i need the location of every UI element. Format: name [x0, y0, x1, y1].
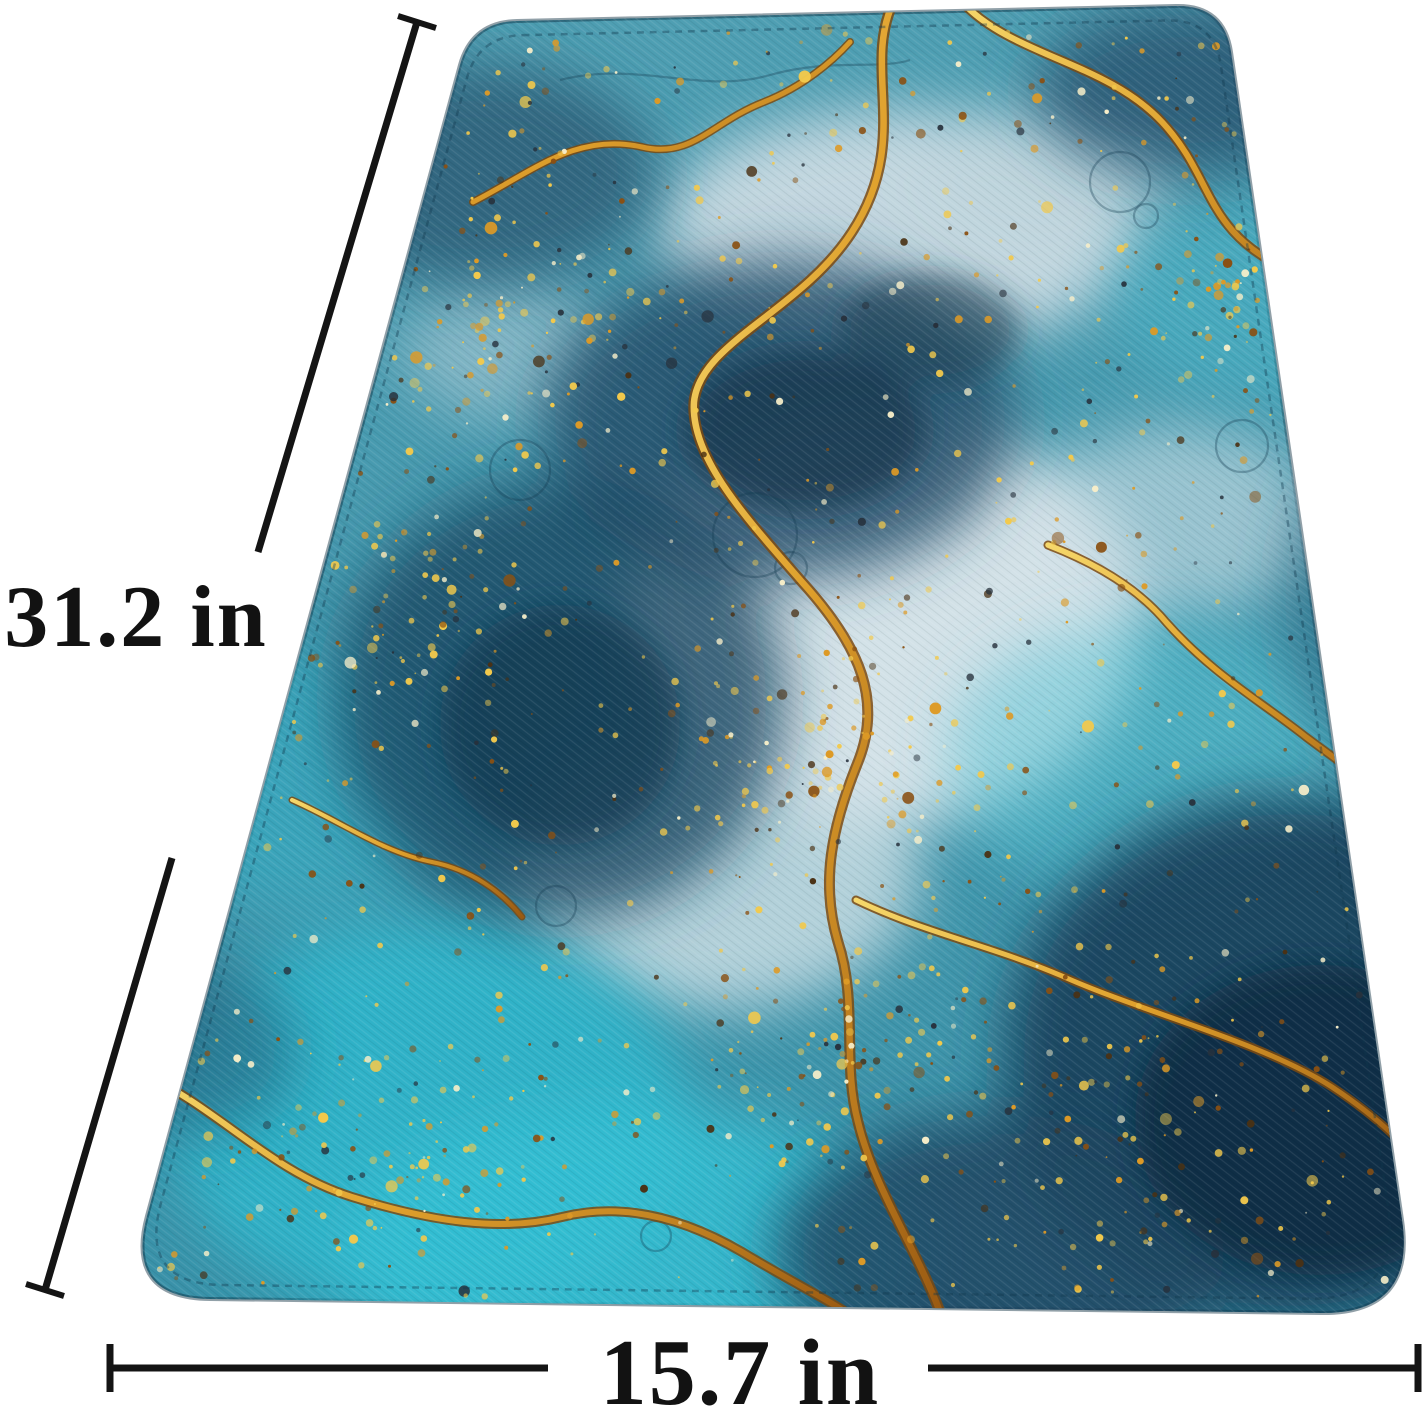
height-dimension-line — [25, 13, 437, 1299]
height-dimension-label: 31.2 in — [4, 569, 268, 666]
mat-marble-pattern — [142, 5, 1404, 1314]
width-dimension-label: 15.7 in — [599, 1321, 881, 1410]
width-dimension-line — [106, 1344, 1422, 1392]
ink-bubble-outlines — [488, 58, 1270, 1253]
glitter-speckles — [156, 24, 1389, 1300]
stitched-border — [155, 19, 1392, 1300]
